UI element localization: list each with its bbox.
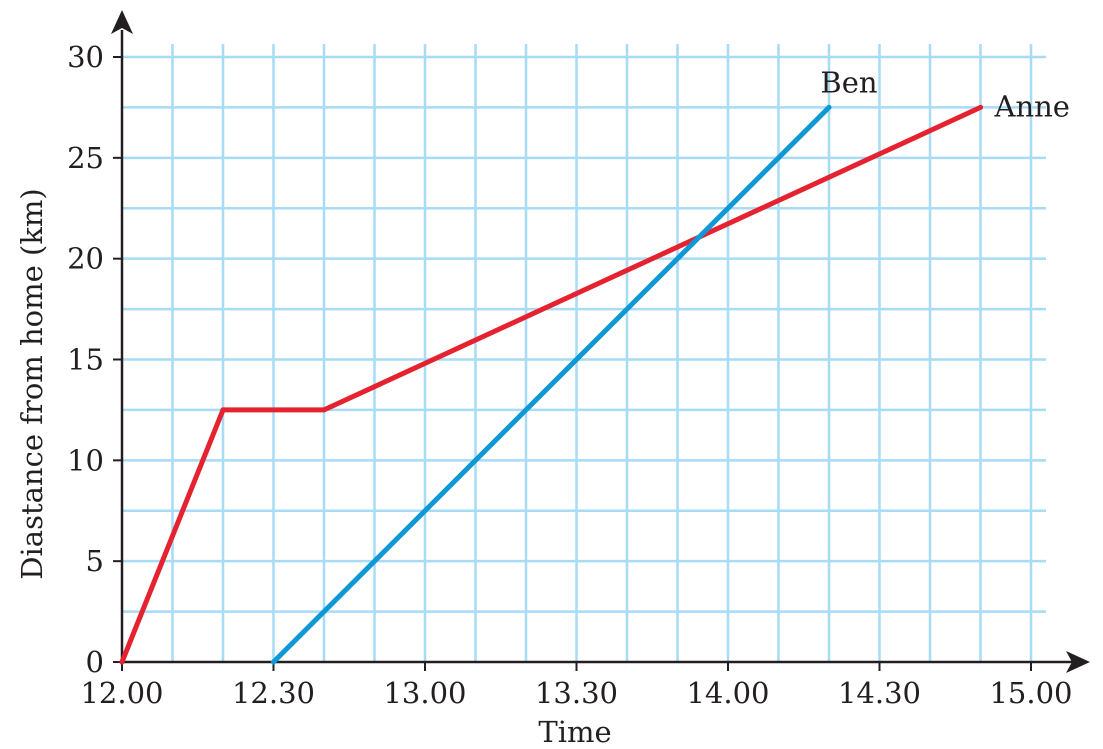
axes [111,10,1090,673]
y-tick-label: 15 [67,343,104,377]
y-tick-label: 0 [86,645,104,679]
x-axis-arrow [1066,651,1090,673]
labels: 12.00 12.30 13.00 13.30 14.00 14.30 15.00 0 5 10 1… [15,40,1073,749]
x-tick-label: 14.00 [686,676,769,710]
series-line-ben [271,104,832,665]
data-point-anne [978,104,983,110]
series-label-ben: Ben [820,65,877,99]
data-point-ben [826,104,832,110]
y-tick-label: 10 [67,443,104,477]
series-line-anne [119,104,983,665]
series-lines [119,104,983,665]
x-tick-label: 12.00 [80,676,163,710]
y-tick-label: 25 [67,141,104,175]
x-tick-label: 12.30 [232,676,315,710]
y-tick-label: 20 [67,242,104,276]
grid [122,44,1046,662]
x-axis-title: Time [538,715,611,749]
y-axis-arrow [111,10,133,34]
y-tick-label: 5 [86,544,104,578]
x-tick-label: 13.30 [535,676,618,710]
x-tick-label: 13.00 [383,676,466,710]
x-tick-label: 14.30 [838,676,921,710]
data-point-anne [119,659,125,665]
series-label-anne: Anne [994,89,1070,123]
y-tick-label: 30 [67,40,104,74]
y-axis-title: Diastance from home (km) [15,188,49,579]
data-point-anne [220,407,226,413]
data-point-ben [271,659,276,665]
x-tick-label: 15.00 [989,676,1072,710]
data-point-anne [321,407,327,413]
